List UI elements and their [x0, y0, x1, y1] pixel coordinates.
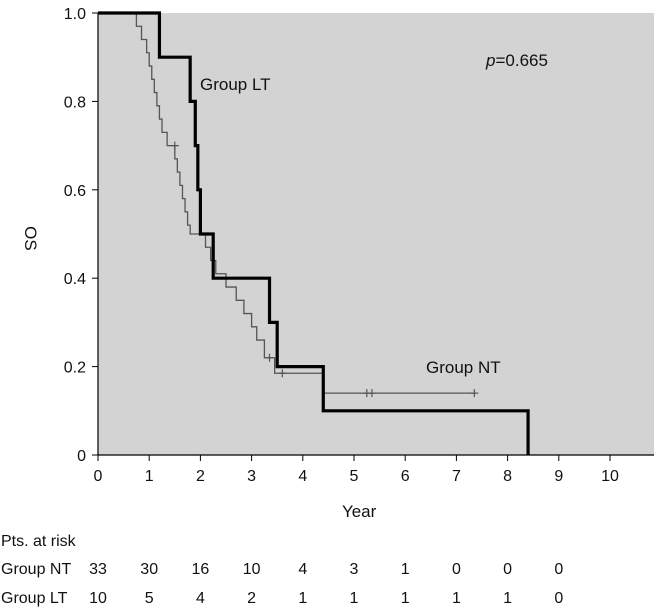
- series-label-nt: Group NT: [426, 358, 501, 377]
- risk-count: 0: [554, 590, 563, 607]
- risk-count: 1: [298, 590, 307, 607]
- y-tick-label: 1.0: [64, 6, 86, 23]
- risk-count: 16: [192, 561, 210, 578]
- x-tick-label: 3: [247, 468, 256, 485]
- y-axis-title: OS: [21, 226, 40, 251]
- risk-count: 30: [140, 561, 158, 578]
- censor-mark: [265, 353, 274, 362]
- x-axis-title: Year: [342, 502, 377, 521]
- y-tick-label: 0.2: [64, 360, 86, 377]
- risk-table-title: Pts. at risk: [1, 533, 77, 550]
- risk-row-label: Group NT: [1, 561, 71, 578]
- y-tick-label: 0.4: [64, 271, 86, 288]
- risk-count: 10: [243, 561, 261, 578]
- risk-count: 5: [145, 590, 154, 607]
- plot-background: [98, 13, 654, 455]
- y-tick-label: 0.6: [64, 183, 86, 200]
- series-label-lt: Group LT: [200, 75, 271, 94]
- y-tick-label: 0: [77, 448, 86, 465]
- risk-count: 0: [554, 561, 563, 578]
- x-tick-label: 7: [452, 468, 461, 485]
- risk-count: 4: [196, 590, 205, 607]
- risk-count: 0: [503, 561, 512, 578]
- risk-count: 1: [401, 590, 410, 607]
- y-tick-label: 0.8: [64, 94, 86, 111]
- x-tick-label: 4: [298, 468, 307, 485]
- km-curve-group-lt: [98, 11, 530, 455]
- risk-count: 1: [350, 590, 359, 607]
- censor-mark: [170, 141, 179, 150]
- x-tick-label: 6: [401, 468, 410, 485]
- x-tick-label: 9: [554, 468, 563, 485]
- risk-count: 3: [350, 561, 359, 578]
- annotations: p=0.665: [485, 51, 548, 70]
- risk-count: 4: [298, 561, 307, 578]
- censor-mark: [470, 389, 479, 398]
- x-tick-label: 0: [94, 468, 103, 485]
- p-value: =0.665: [495, 51, 547, 70]
- axes: 0 0.2 0.4 0.6 0.8 1.0 0 1 2 3 4 5 6 7 8 9 10 Year OS: [21, 6, 654, 521]
- km-curve-group-nt: [98, 12, 475, 394]
- risk-count: 1: [452, 590, 461, 607]
- x-tick-label: 5: [350, 468, 359, 485]
- p-value-annotation: p=0.665: [485, 51, 548, 70]
- x-tick-label: 10: [601, 468, 619, 485]
- risk-count: 10: [89, 590, 107, 607]
- risk-count: 0: [452, 561, 461, 578]
- risk-count: 1: [503, 590, 512, 607]
- series-layer: Group LT Group NT: [98, 11, 530, 455]
- risk-count: 2: [247, 590, 256, 607]
- risk-count: 1: [401, 561, 410, 578]
- p-symbol: p: [485, 51, 495, 70]
- censor-mark: [367, 389, 376, 398]
- risk-row-label: Group LT: [1, 590, 68, 607]
- x-tick-label: 1: [145, 468, 154, 485]
- censor-mark: [278, 369, 287, 378]
- risk-count: 33: [89, 561, 107, 578]
- x-tick-label: 8: [503, 468, 512, 485]
- x-tick-label: 2: [196, 468, 205, 485]
